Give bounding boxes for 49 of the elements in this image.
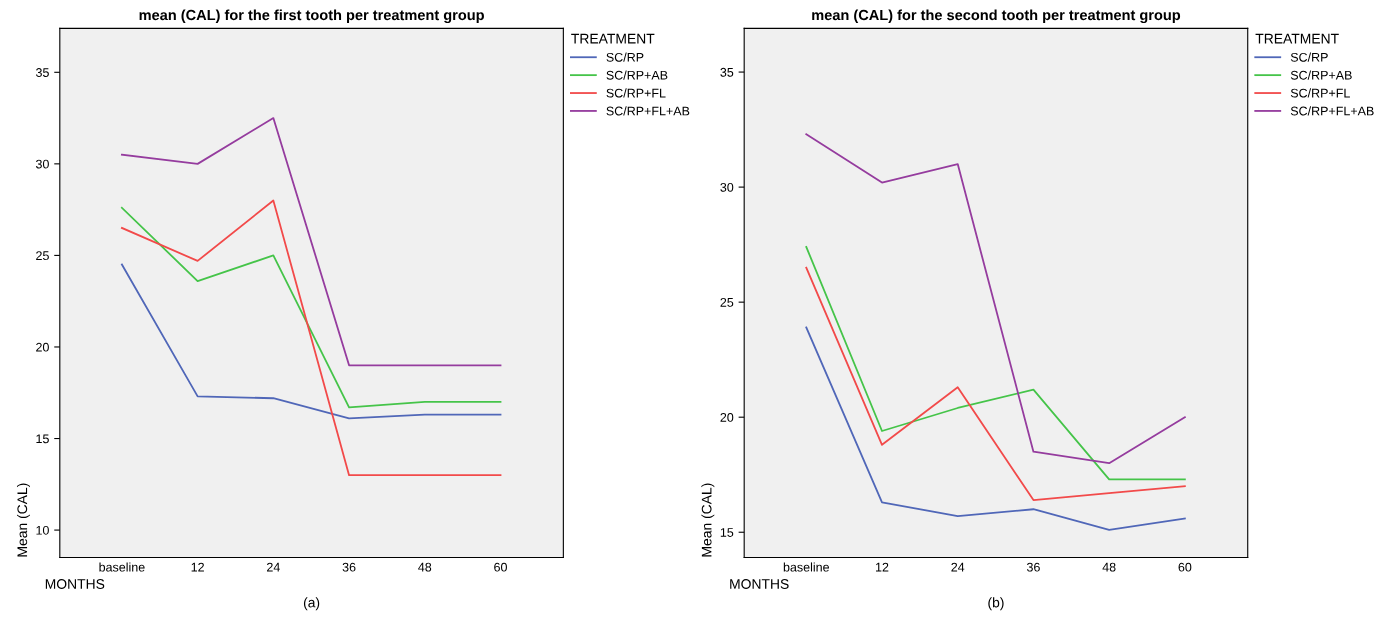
line-series — [805, 326, 1186, 531]
legend-label: SC/RP+FL+AB — [606, 106, 690, 116]
line-series — [805, 133, 1186, 465]
legend-label: SC/RP+AB — [606, 70, 668, 80]
x-tick-label: 12 — [191, 562, 204, 572]
y-axis-title: Mean (CAL) — [701, 483, 715, 557]
x-tick-label: baseline — [99, 562, 145, 572]
text: (a) — [303, 597, 320, 611]
y-tick-label: 35 — [720, 67, 734, 77]
line-series — [120, 199, 502, 477]
line-series — [120, 206, 502, 409]
chart-title: mean (CAL) for the second tooth per treatment group — [812, 9, 1181, 24]
line-series — [805, 246, 1186, 481]
line-series — [120, 263, 502, 420]
legend-label: SC/RP+AB — [1290, 70, 1352, 80]
x-axis-title: MONTHS — [45, 579, 105, 589]
y-tick-label: 20 — [720, 413, 734, 422]
x-tick-label: 12 — [876, 562, 889, 572]
y-tick-label: 35 — [35, 68, 49, 77]
legend-label: SC/RP+FL — [1290, 88, 1350, 98]
x-tick-label: 36 — [342, 562, 356, 572]
y-tick-label: 25 — [36, 251, 49, 261]
line-series — [120, 117, 502, 367]
x-axis-title: MONTHS — [730, 579, 789, 589]
x-tick-label: 60 — [1178, 562, 1192, 572]
x-tick-label: 24 — [951, 562, 965, 572]
x-tick-label: 36 — [1026, 562, 1040, 572]
y-axis-title: Mean (CAL) — [16, 483, 30, 557]
y-tick-label: 20 — [36, 342, 49, 352]
x-tick-label: baseline — [783, 562, 829, 572]
legend-label: SC/RP — [1290, 52, 1328, 62]
x-tick-label: 48 — [418, 562, 432, 572]
y-tick-label: 25 — [720, 297, 734, 307]
chart-title: mean (CAL) for the first tooth per treatment group — [139, 9, 484, 24]
y-tick-label: 30 — [720, 182, 734, 192]
legend-title: TREATMENT — [571, 33, 655, 44]
legend-label: SC/RP+FL+AB — [1290, 106, 1374, 116]
line-series — [805, 266, 1186, 501]
y-tick-label: 15 — [720, 528, 734, 537]
x-tick-label: 60 — [494, 562, 507, 572]
legend-label: SC/RP+FL — [606, 88, 666, 98]
legend-title: TREATMENT — [1255, 33, 1339, 44]
x-tick-label: 24 — [267, 562, 280, 572]
y-tick-label: 15 — [36, 434, 49, 444]
x-tick-label: 48 — [1102, 562, 1116, 572]
y-tick-label: 10 — [36, 525, 49, 535]
y-tick-label: 30 — [35, 159, 49, 169]
text: (b) — [988, 597, 1004, 611]
legend-label: SC/RP — [606, 52, 644, 62]
